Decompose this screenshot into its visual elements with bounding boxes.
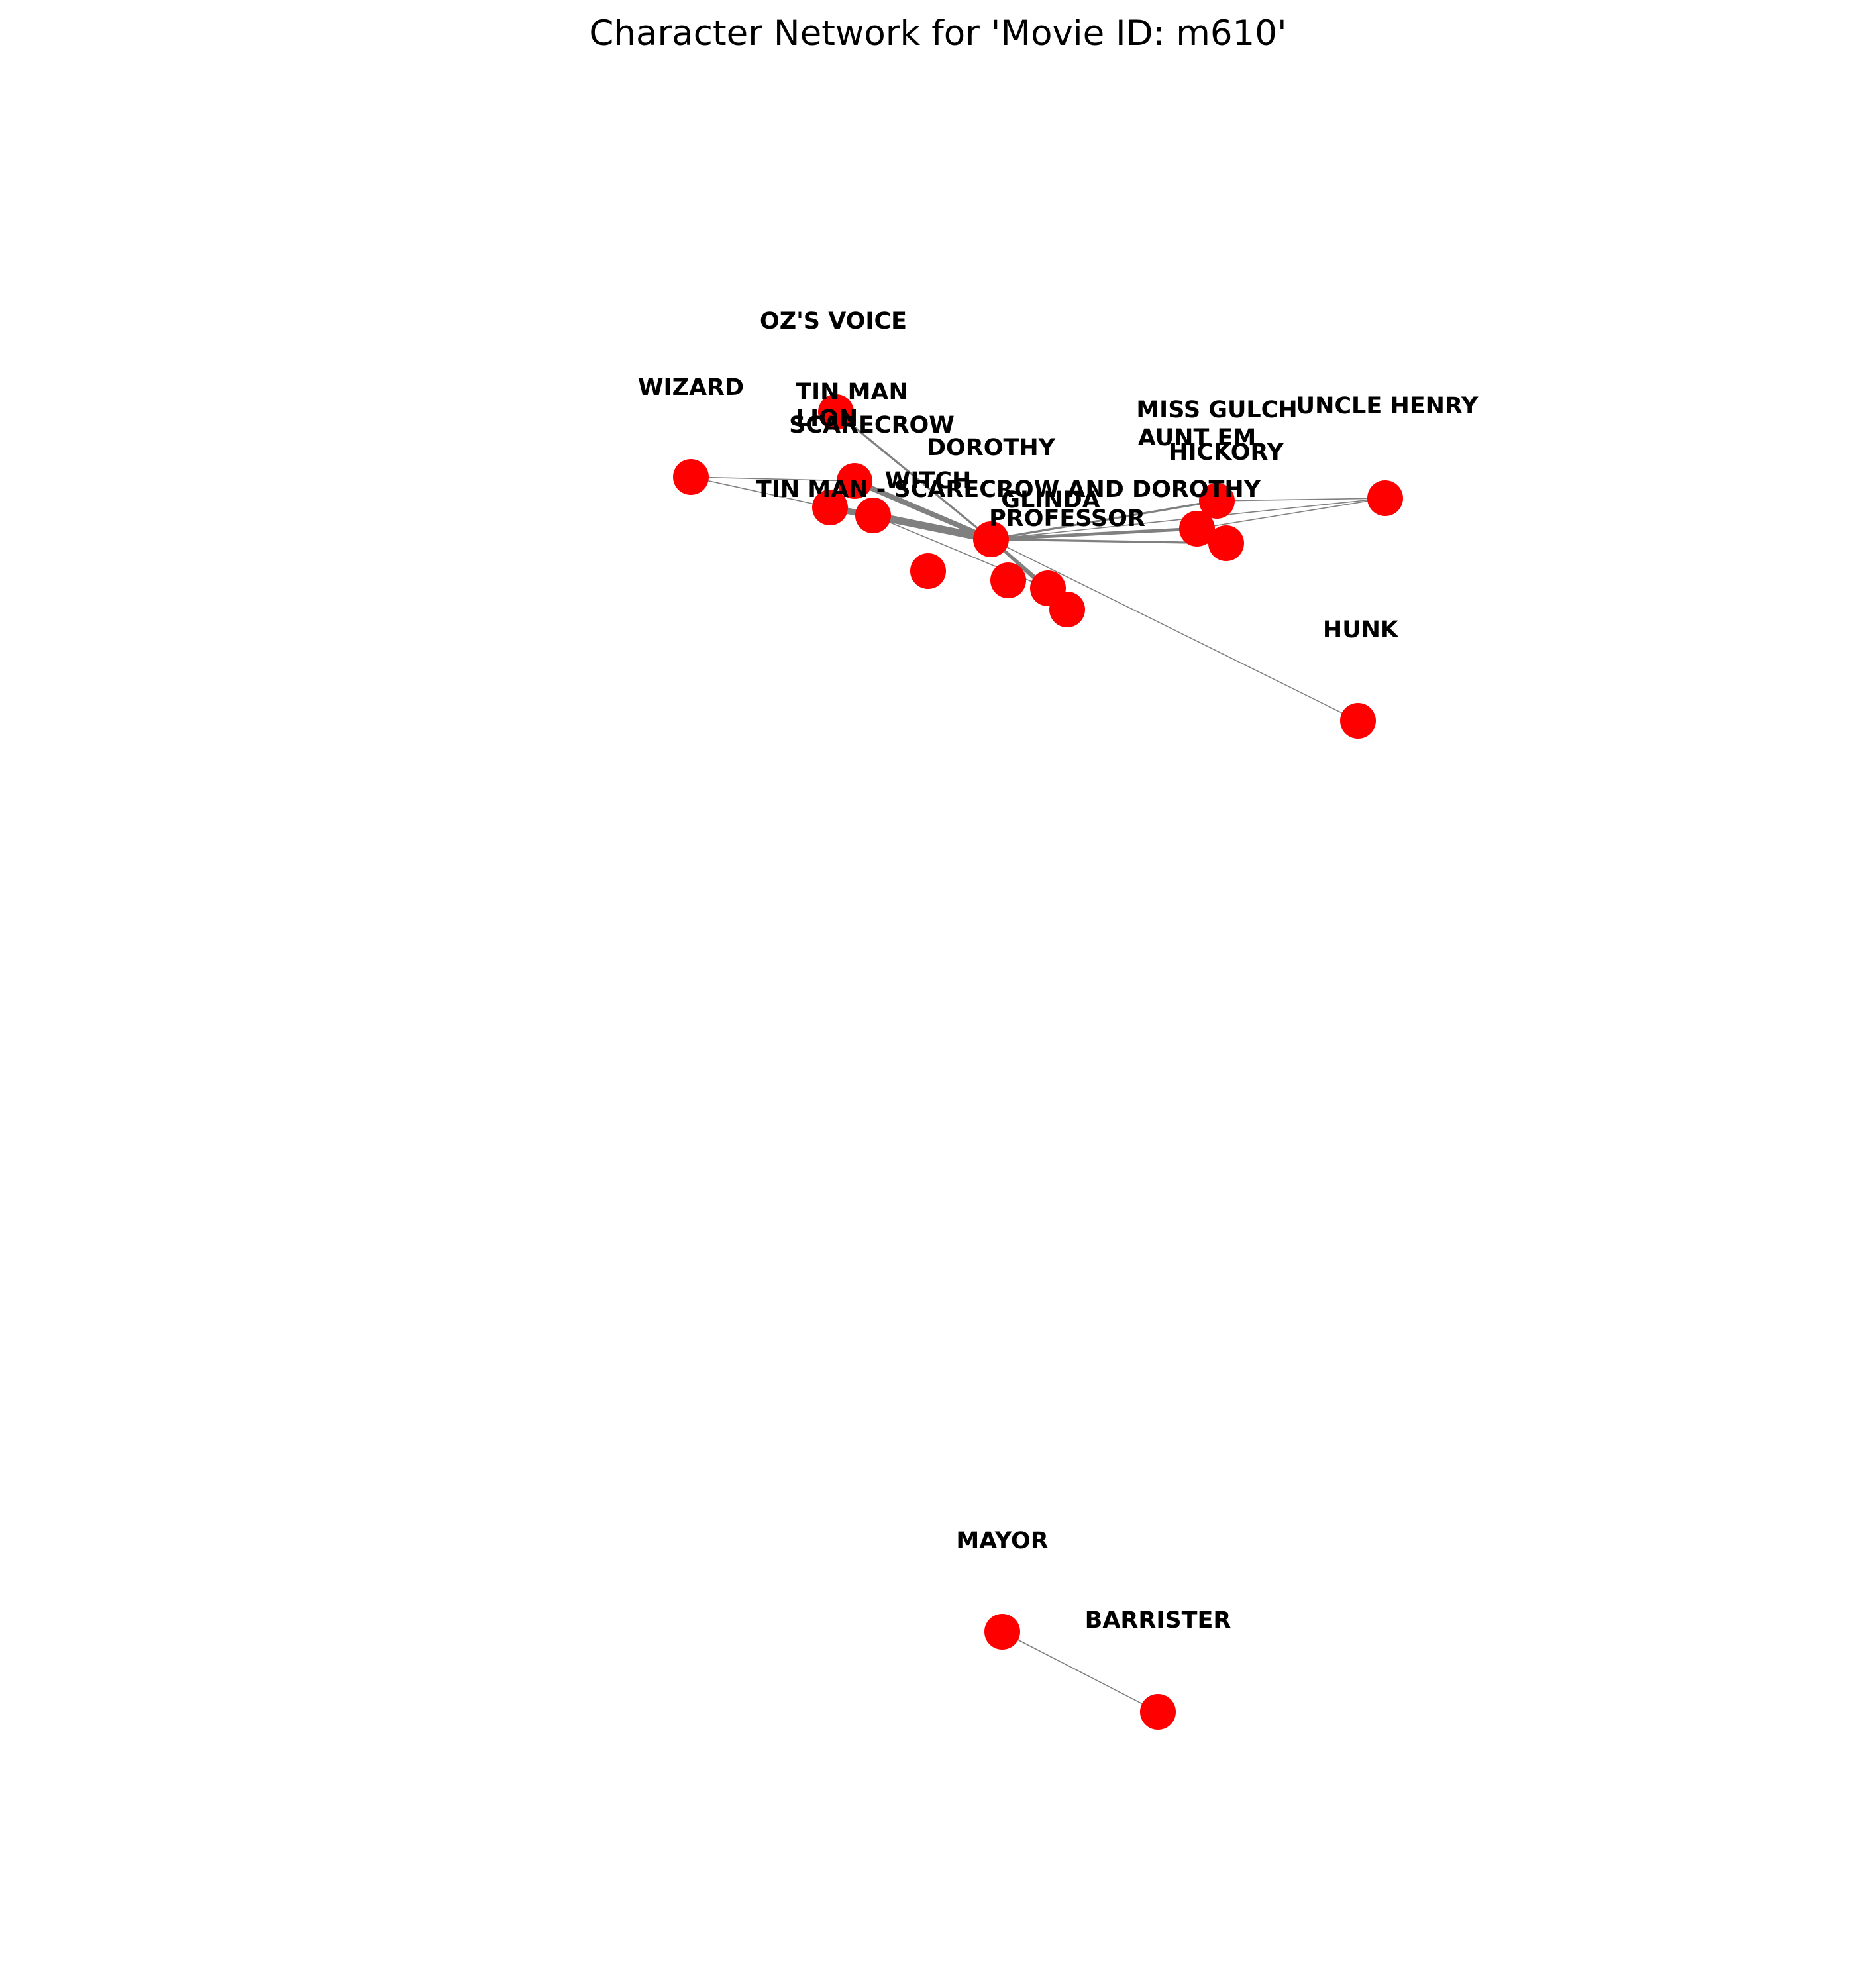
node-aunt_em [1179,511,1215,547]
node-hunk [1340,703,1376,739]
node-label-hunk: HUNK [1323,617,1400,643]
node-miss_gulch [1199,483,1235,519]
edge-wizard-scarecrow [690,476,831,508]
edge-aunt_em-uncle_henry [1196,498,1386,529]
node-dorothy [973,521,1009,557]
edge-mayor-barrister [1002,1631,1159,1713]
node-label-hickory: HICKORY [1169,439,1284,466]
edge-dorothy-miss_gulch [990,500,1218,541]
edge-wizard-tin_man [690,476,855,482]
node-scarecrow [812,490,848,525]
node-label-miss_gulch: MISS GULCH [1136,397,1297,423]
edge-dorothy-tin_man [853,478,992,542]
node-extra-1 [990,562,1026,598]
edge-dorothy-aunt_em [990,527,1198,541]
node-hickory [1208,525,1244,561]
node-label-uncle_henry: UNCLE HENRY [1296,393,1479,419]
node-label-tin_man: TIN MAN [796,379,908,405]
node-label-aunt_em: AUNT EM [1138,425,1257,451]
edge-dorothy-hunk [990,539,1359,721]
node-mayor [984,1614,1020,1650]
edge-miss_gulch-uncle_henry [1216,498,1386,502]
node-label-tin_man_scarecrow_dorothy: TIN MAN - SCARECROW AND DOROTHY [756,476,1261,503]
edge-layer [690,411,1386,1713]
edge-dorothy-oz_voice [835,411,992,540]
node-label-scarecrow: SCARECROW [789,412,955,439]
node-label-barrister: BARRISTER [1085,1607,1231,1634]
node-barrister [1140,1694,1176,1730]
edge-dorothy-tin_man_scarecrow_dorothy [872,514,992,541]
node-label-lion: LION [796,405,858,432]
node-label-wizard: WIZARD [638,374,744,401]
node-label-dorothy: DOROTHY [927,435,1056,461]
diagram-title: Character Network for 'Movie ID: m610' [589,13,1287,54]
node-label-oz_voice: OZ'S VOICE [760,308,907,335]
node-extra-0 [910,553,946,589]
node-layer [673,394,1403,1730]
node-label-mayor: MAYOR [956,1528,1048,1554]
node-professor [1049,592,1085,627]
node-uncle_henry [1367,480,1403,516]
node-wizard [673,459,709,495]
node-tin_man [837,463,872,499]
node-tin_man_scarecrow_dorothy [855,498,891,533]
node-label-witch: WITCH [885,468,971,494]
node-lion [818,394,854,430]
node-label-glinda: GLINDA [1001,487,1100,513]
node-label-professor: PROFESSOR [989,505,1145,532]
